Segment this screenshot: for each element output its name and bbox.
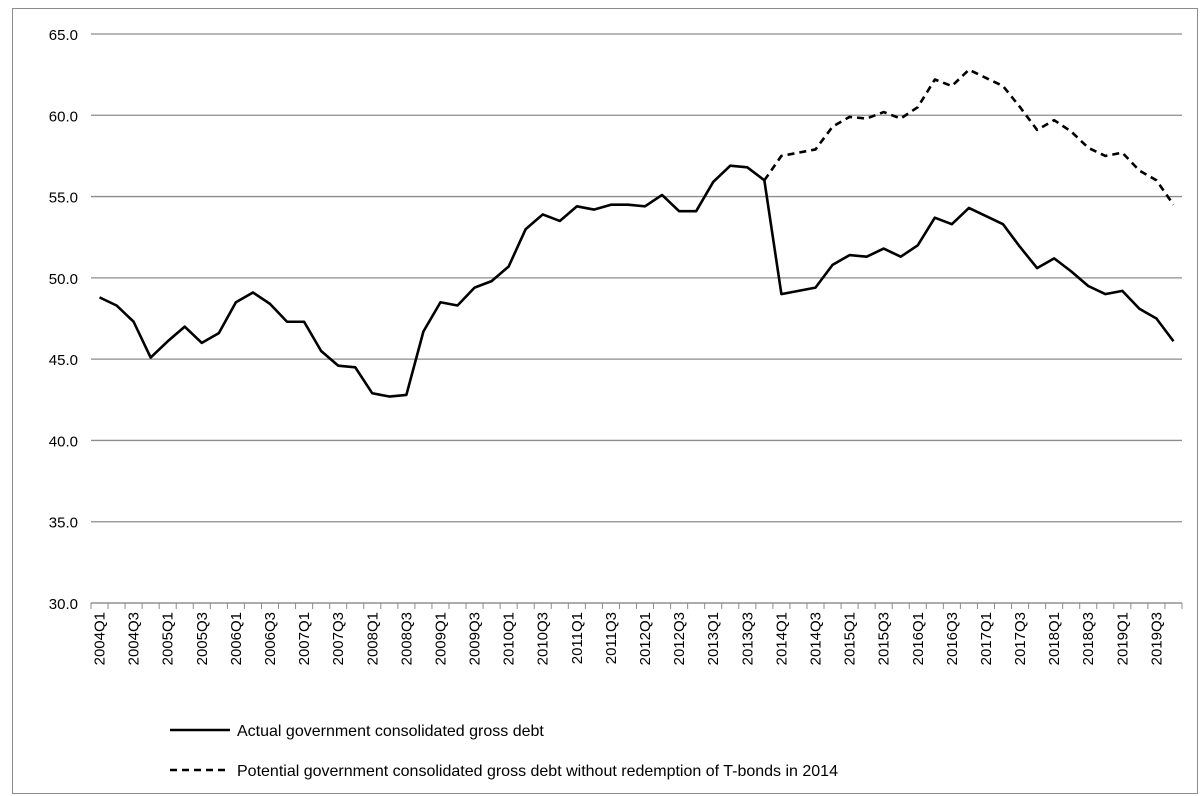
x-tick-label: 2018Q1: [1046, 612, 1063, 665]
y-tick-label: 40.0: [49, 433, 78, 450]
y-tick-label: 55.0: [49, 190, 78, 207]
x-tick-label: 2005Q3: [194, 612, 211, 665]
x-tick-label: 2017Q3: [1012, 612, 1029, 665]
x-tick-label: 2017Q1: [978, 612, 995, 665]
x-tick-label: 2014Q3: [807, 612, 824, 665]
series-lines: [98, 68, 1175, 398]
x-tick-label: 2005Q1: [160, 612, 177, 665]
y-tick-label: 50.0: [49, 271, 78, 288]
legend-label-actual: Actual government consolidated gross deb…: [237, 723, 544, 740]
x-tick-label: 2008Q3: [398, 612, 415, 665]
x-tick-label: 2007Q1: [296, 612, 313, 665]
y-tick-label: 65.0: [49, 27, 78, 44]
x-tick-label: 2012Q3: [671, 612, 688, 665]
x-tick-label: 2011Q3: [603, 612, 620, 664]
legend: Actual government consolidated gross deb…: [170, 723, 838, 780]
series-line-1: [763, 68, 1175, 206]
x-tick-label: 2010Q1: [501, 612, 518, 665]
x-tick-label: 2015Q3: [876, 612, 893, 665]
gridlines: [91, 33, 1182, 604]
x-tick-label: 2014Q1: [773, 612, 790, 665]
x-tick-label: 2019Q1: [1114, 612, 1131, 665]
chart-frame: [12, 8, 1198, 794]
x-tick-label: 2009Q3: [467, 612, 484, 665]
x-tick-label: 2010Q3: [535, 612, 552, 665]
x-tick-label: 2016Q3: [944, 612, 961, 665]
x-tick-label: 2006Q1: [228, 612, 245, 665]
y-tick-label: 45.0: [49, 352, 78, 369]
x-tick-label: 2018Q3: [1080, 612, 1097, 665]
x-tick-label: 2009Q1: [432, 612, 449, 665]
x-tick-label: 2016Q1: [910, 612, 927, 665]
series-line-0: [98, 164, 1175, 398]
legend-label-potential: Potential government consolidated gross …: [237, 763, 838, 780]
x-tick-label: 2004Q1: [92, 612, 109, 665]
x-tick-label: 2006Q3: [262, 612, 279, 665]
x-tick-label: 2015Q1: [842, 612, 859, 665]
y-tick-label: 35.0: [49, 515, 78, 532]
x-tick-label: 2008Q1: [364, 612, 381, 665]
x-tick-label: 2011Q1: [569, 612, 586, 664]
y-tick-label: 60.0: [49, 108, 78, 125]
x-axis: 2004Q1 2004Q3 2005Q1 2005Q3 2006Q1 2006Q3 2007…: [90, 602, 1183, 665]
x-tick-label: 2013Q1: [705, 612, 722, 665]
x-tick-label: 2004Q3: [126, 612, 143, 665]
x-tick-label: 2012Q1: [637, 612, 654, 665]
y-axis: 30.0 35.0 40.0 45.0 50.0 55.0 60.0 65.0: [49, 27, 78, 613]
x-tick-label: 2019Q3: [1148, 612, 1165, 665]
x-tick-label: 2013Q3: [739, 612, 756, 665]
y-tick-label: 30.0: [49, 596, 78, 613]
x-tick-label: 2007Q3: [330, 612, 347, 665]
